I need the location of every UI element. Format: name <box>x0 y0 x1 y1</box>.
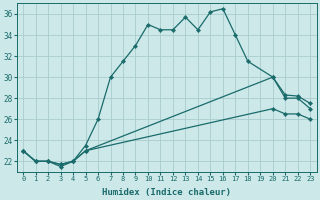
X-axis label: Humidex (Indice chaleur): Humidex (Indice chaleur) <box>102 188 231 197</box>
